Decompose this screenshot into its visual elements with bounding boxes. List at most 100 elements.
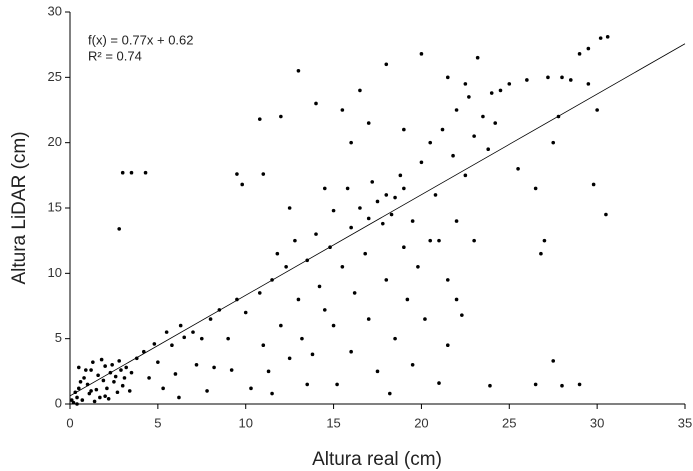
point [129,370,134,375]
point [604,212,608,217]
point [110,363,114,367]
point [568,78,573,82]
point [103,394,107,398]
point [115,390,120,395]
point [143,170,148,175]
point [98,395,102,400]
point [366,121,371,125]
y-axis-title: Altura LiDAR (cm) [9,131,30,284]
point [375,369,380,374]
point [108,370,113,375]
x-tick-label: 10 [238,415,252,430]
point [134,356,139,361]
point [94,387,99,392]
point [293,238,297,243]
point [117,359,121,363]
point [105,386,109,391]
point [454,108,459,112]
point [76,365,81,370]
point [489,91,494,95]
y-tick-label: 30 [48,3,62,18]
trendline [69,43,686,397]
point [405,297,410,302]
point [99,357,104,362]
point [437,381,441,385]
point [170,343,174,348]
point [551,140,556,145]
point [229,368,234,372]
point [117,227,121,231]
point [270,391,274,396]
point [142,349,146,354]
point [428,238,433,243]
y-tick-label: 20 [48,134,62,149]
point [212,365,216,370]
point [75,395,79,400]
point [454,219,459,223]
point [472,238,476,243]
point [89,368,93,372]
point [349,225,353,230]
point [507,82,512,86]
point [486,147,491,151]
point [384,278,389,282]
point [384,62,389,67]
point [243,310,248,315]
point [437,238,441,243]
point [261,172,266,176]
x-tick-label: 25 [502,415,516,430]
point [591,182,596,187]
point [305,258,310,263]
point [85,382,90,387]
point [393,195,397,200]
point [296,297,301,302]
point [284,265,288,269]
point [419,160,424,165]
x-axis-title: Altura real (cm) [312,449,442,470]
y-tick-label: 10 [48,265,62,280]
point [551,359,556,363]
y-tick-label: 0 [55,395,62,410]
point [393,336,397,341]
point [463,173,468,178]
point [82,376,86,380]
point [428,140,433,145]
point [419,52,424,56]
point [595,108,599,112]
point [84,368,88,372]
point [127,389,132,393]
point [335,382,339,387]
point [156,360,160,364]
point [217,308,222,312]
point [235,297,239,302]
point [398,173,403,178]
x-tick-label: 30 [590,415,604,430]
point [275,251,280,256]
point [287,206,292,210]
point [410,219,415,223]
point [533,382,538,387]
y-tick-label: 5 [55,330,62,345]
equation: f(x) = 0.77x + 0.62 [88,32,194,47]
point [340,108,345,112]
point [80,398,85,402]
point [605,35,610,39]
point [416,265,420,269]
point [467,95,471,99]
point [173,372,178,376]
point [358,88,362,93]
point [539,251,543,256]
point [279,323,283,328]
point [375,199,380,204]
point [120,170,125,175]
point [257,117,262,121]
point [191,330,195,334]
y-tick-label: 25 [48,69,62,84]
point [129,170,134,175]
point [370,180,375,184]
point [472,134,476,138]
point [199,336,204,341]
point [586,82,591,86]
point [177,395,181,400]
point [533,186,538,191]
